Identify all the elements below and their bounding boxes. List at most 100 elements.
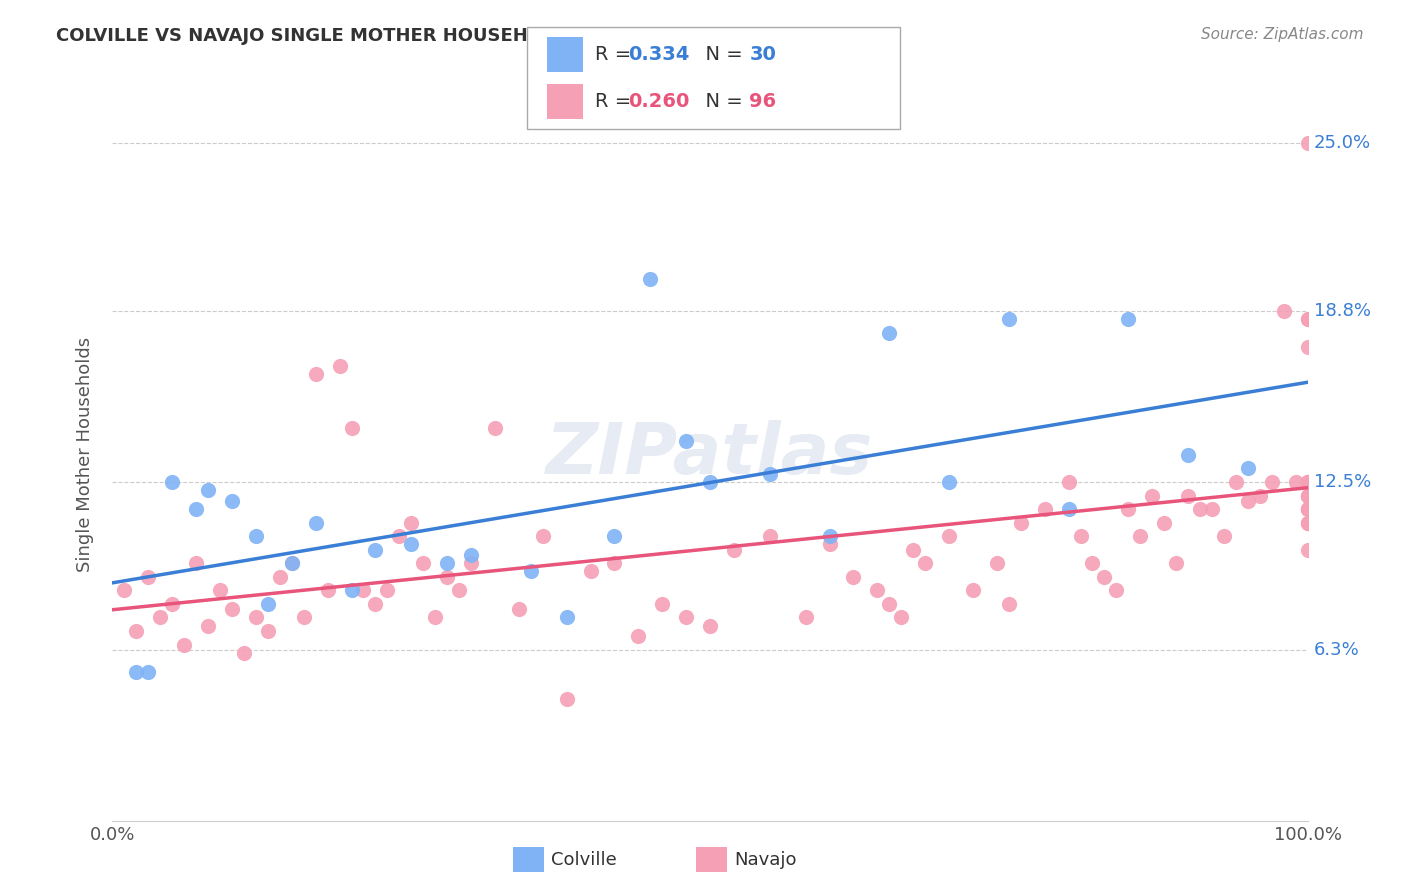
Point (173, 638, 195, 652)
Point (114, 583, 135, 598)
Point (460, 548, 482, 562)
Point (197, 483, 219, 497)
Point (879, 597, 901, 611)
Point (699, 618, 721, 632)
Point (1296, 489, 1319, 503)
Point (1225, 475, 1247, 489)
Text: 30: 30 (749, 45, 776, 64)
Point (221, 602, 243, 616)
Point (1129, 529, 1152, 543)
Point (401, 516, 423, 530)
Point (412, 556, 434, 570)
Point (1094, 570, 1116, 584)
Point (1177, 448, 1199, 462)
Point (1237, 494, 1260, 508)
Point (879, 326, 901, 340)
Point (555, 691, 578, 706)
Point (209, 583, 232, 598)
Text: R =: R = (595, 92, 637, 112)
Point (1296, 502, 1319, 516)
Point (1213, 529, 1236, 543)
Point (197, 618, 219, 632)
Point (1296, 312, 1319, 326)
Point (1166, 556, 1188, 570)
Point (699, 475, 721, 489)
Text: N =: N = (693, 92, 749, 112)
Point (233, 646, 256, 660)
Point (1296, 516, 1319, 530)
Text: 0.260: 0.260 (628, 92, 690, 112)
Point (281, 556, 304, 570)
Point (1285, 475, 1308, 489)
Point (186, 556, 208, 570)
Point (269, 570, 291, 584)
Point (316, 583, 339, 598)
Point (1296, 502, 1319, 516)
Point (1296, 502, 1319, 516)
Point (627, 629, 650, 643)
Text: 0.334: 0.334 (628, 45, 690, 64)
Point (257, 597, 280, 611)
Point (340, 421, 363, 435)
Text: 25.0%: 25.0% (1313, 135, 1371, 153)
Text: Colville: Colville (551, 851, 617, 869)
Point (305, 367, 328, 381)
Point (1296, 136, 1319, 151)
Point (1261, 475, 1284, 489)
Point (1010, 516, 1032, 530)
Point (329, 359, 352, 373)
Point (1296, 475, 1319, 489)
Point (723, 542, 745, 557)
Point (377, 583, 399, 598)
Text: N =: N = (693, 45, 749, 64)
Point (1189, 502, 1212, 516)
Point (640, 272, 662, 286)
Point (436, 556, 458, 570)
Point (125, 665, 148, 679)
Point (818, 529, 841, 543)
Point (890, 610, 912, 624)
Point (186, 502, 208, 516)
Point (149, 610, 172, 624)
Text: R =: R = (595, 45, 637, 64)
Point (1296, 475, 1319, 489)
Point (866, 583, 889, 598)
Point (138, 570, 160, 584)
Y-axis label: Single Mother Households: Single Mother Households (76, 337, 94, 573)
Point (460, 556, 482, 570)
Point (938, 475, 960, 489)
Point (1033, 502, 1056, 516)
Text: Navajo: Navajo (734, 851, 796, 869)
Point (986, 556, 1008, 570)
Point (1296, 516, 1319, 530)
Point (818, 537, 841, 551)
Point (1177, 489, 1199, 503)
Point (675, 434, 697, 449)
Point (1237, 461, 1260, 475)
Point (221, 494, 243, 508)
Point (759, 529, 782, 543)
Point (998, 597, 1021, 611)
Point (281, 556, 304, 570)
Point (1296, 475, 1319, 489)
Point (449, 583, 471, 598)
Point (1142, 489, 1164, 503)
Point (305, 516, 328, 530)
Point (1296, 312, 1319, 326)
Text: ZIPatlas: ZIPatlas (547, 420, 873, 490)
Point (508, 602, 530, 616)
Point (1105, 583, 1128, 598)
Point (162, 597, 183, 611)
Point (1296, 475, 1319, 489)
Point (292, 610, 315, 624)
Point (938, 529, 960, 543)
Point (125, 624, 148, 638)
Point (759, 467, 782, 481)
Text: 18.8%: 18.8% (1313, 302, 1371, 320)
Point (1296, 542, 1319, 557)
Point (1118, 312, 1140, 326)
Point (903, 542, 925, 557)
Point (603, 556, 626, 570)
Point (794, 610, 817, 624)
Point (651, 597, 673, 611)
